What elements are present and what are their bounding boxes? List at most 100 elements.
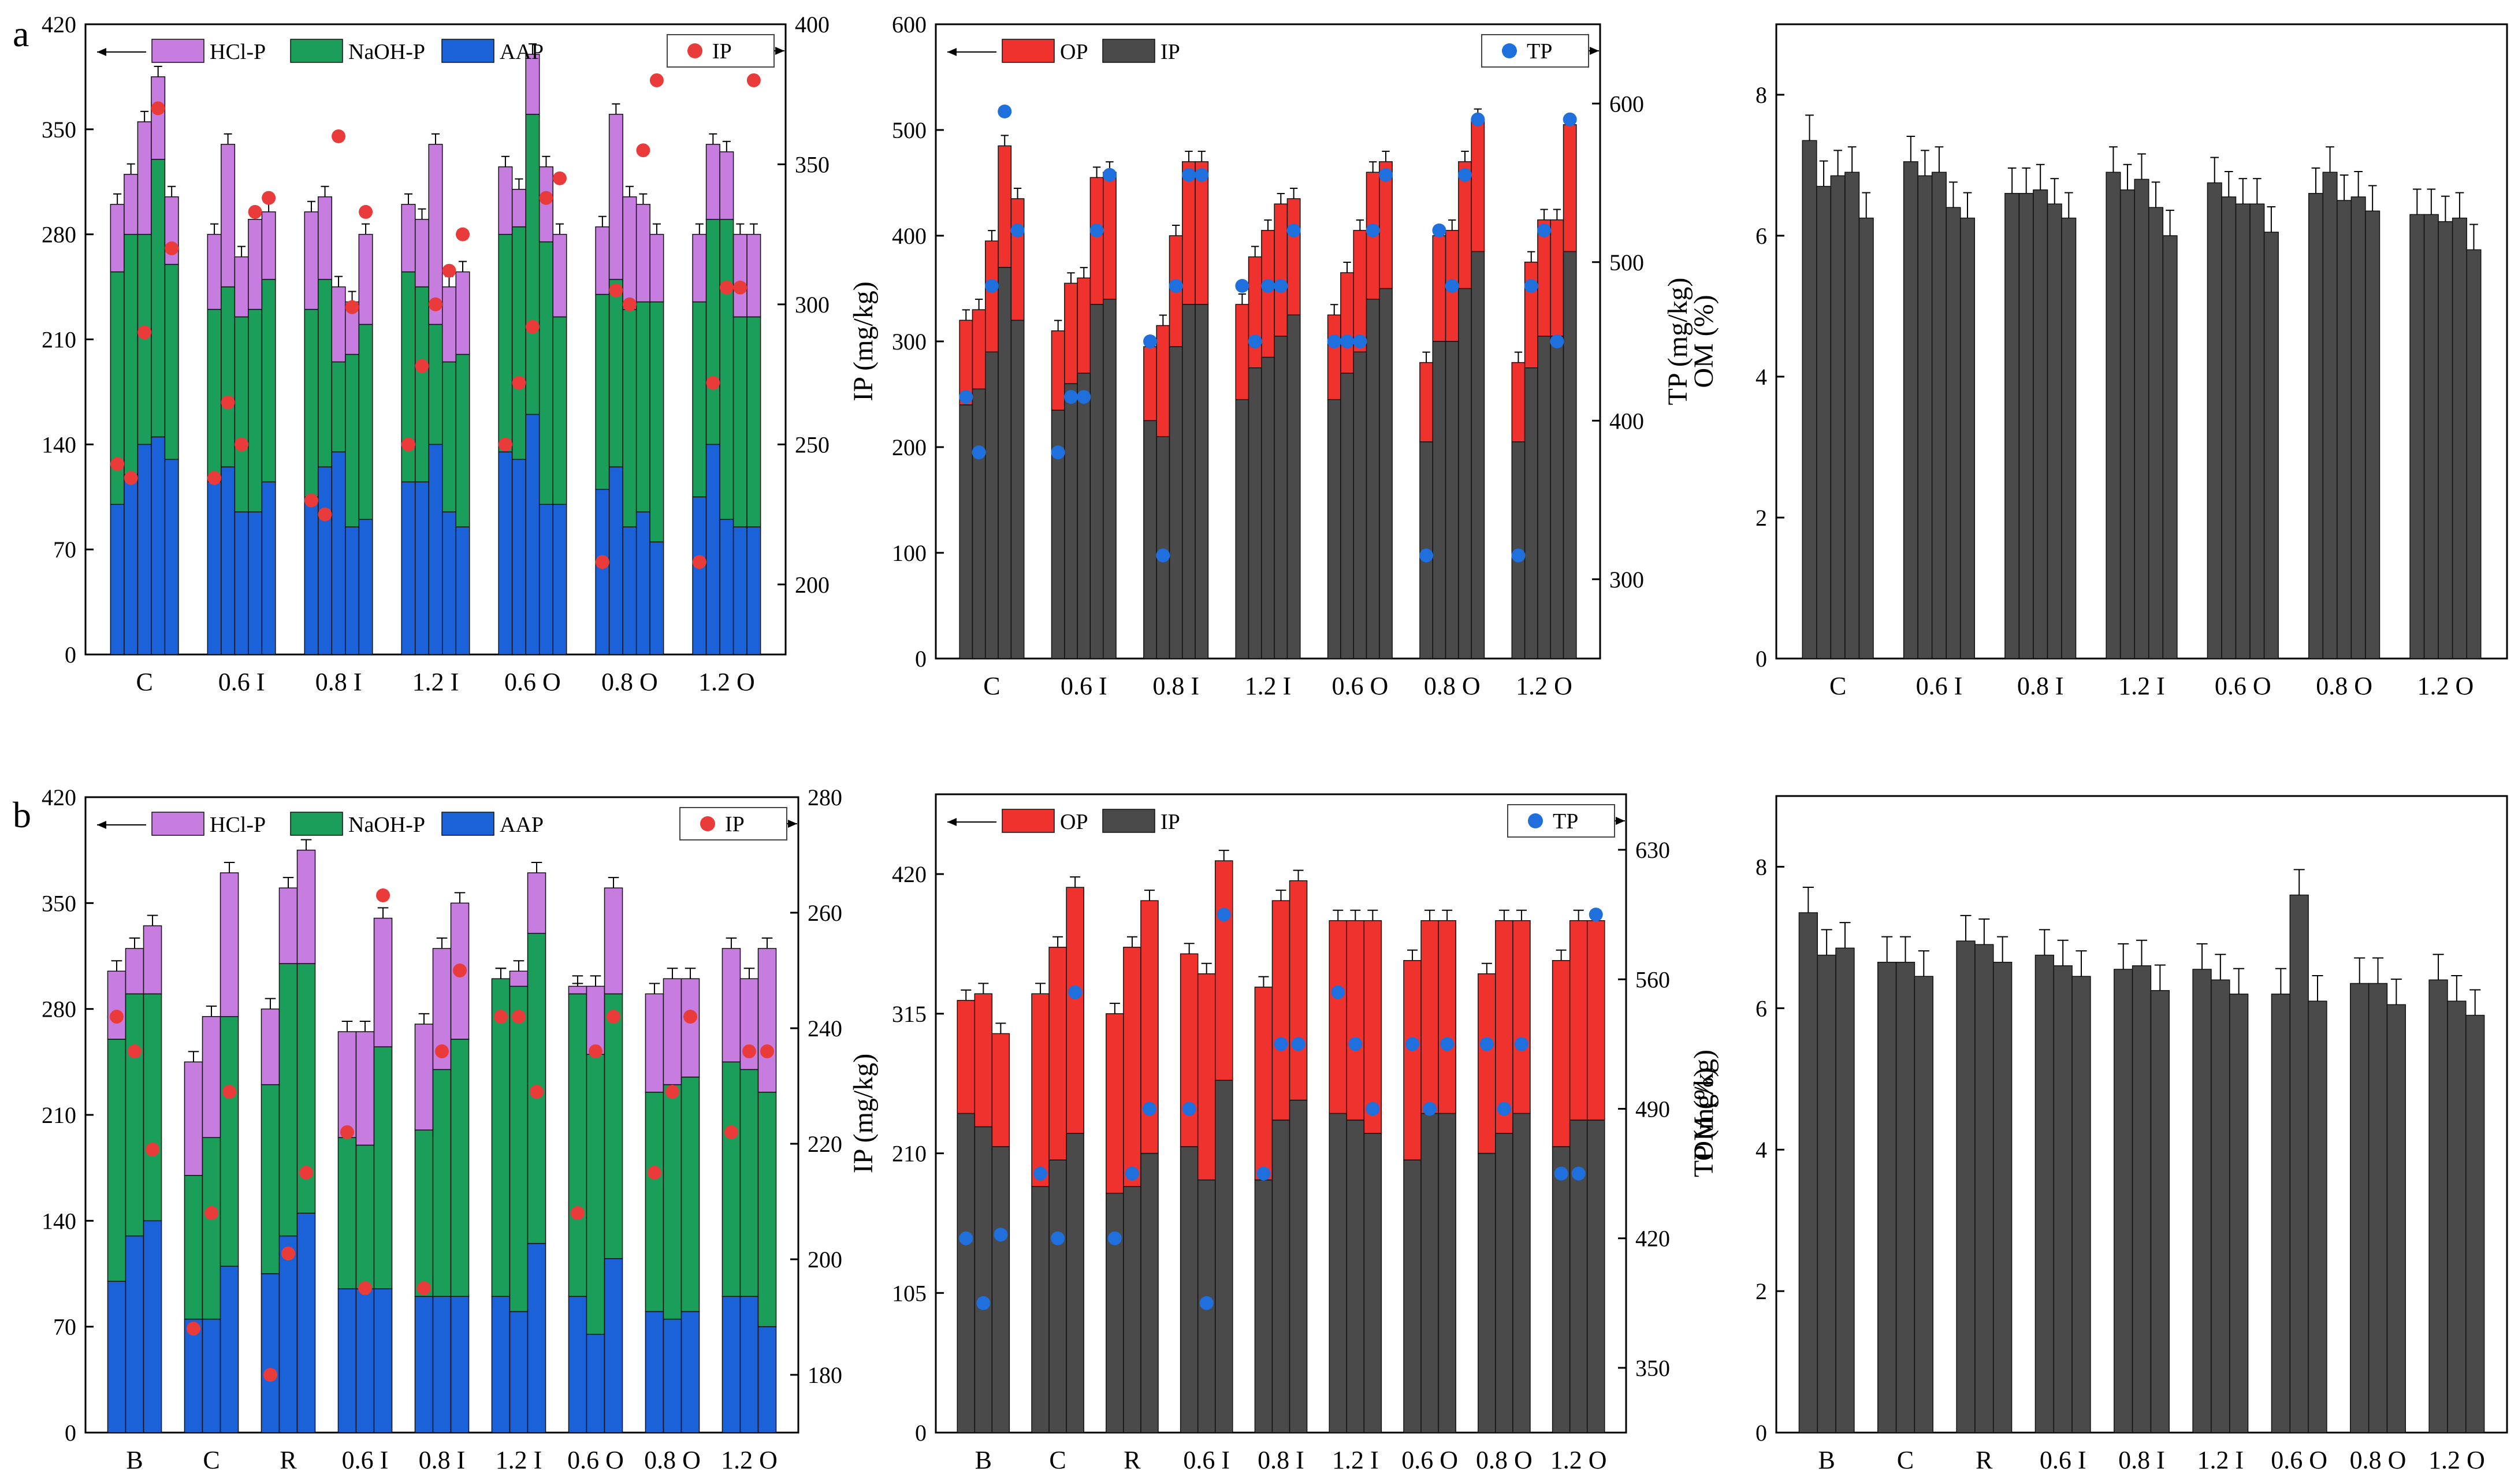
- bar-segment-aap: [110, 504, 125, 655]
- bar-segment-ip: [959, 404, 973, 659]
- bar: [2386, 1004, 2406, 1433]
- x-tick-label: C: [1049, 1446, 1066, 1474]
- bar-segment-ip: [1077, 373, 1091, 659]
- y2-tick-label: 420: [1635, 1226, 1670, 1252]
- y-tick-label: 140: [42, 432, 76, 458]
- bar-segment-naoh-p: [450, 1039, 470, 1297]
- data-point-ip: [649, 73, 664, 87]
- data-point-tp: [1537, 223, 1552, 237]
- bar: [2053, 965, 2073, 1433]
- dot-legend-arrowhead: [775, 47, 784, 55]
- bar-segment-hcl-p: [337, 1031, 357, 1139]
- bar-segment-hcl-p: [373, 917, 393, 1047]
- data-point-ip: [442, 263, 456, 278]
- bar: [2229, 994, 2249, 1433]
- bar-segment-aap: [663, 1318, 682, 1433]
- bar-segment-op: [998, 145, 1012, 268]
- x-tick-label: 1.2 I: [1332, 1446, 1379, 1474]
- bar-segment-aap: [278, 1235, 298, 1433]
- bar-segment-ip: [1458, 288, 1472, 659]
- y-tick-label: 2: [1755, 505, 1767, 531]
- bar-segment-aap: [538, 504, 553, 655]
- bar-segment-ip: [1103, 299, 1117, 659]
- bar-segment-op: [974, 993, 993, 1128]
- data-point-ip: [742, 1044, 756, 1058]
- bar: [2061, 217, 2077, 659]
- y-tick-label: 0: [915, 646, 927, 672]
- bar-segment-hcl-p: [234, 256, 249, 318]
- bar-segment-aap: [595, 489, 610, 655]
- bar-segment-ip: [1214, 1080, 1233, 1433]
- data-point-tp: [1051, 1231, 1065, 1245]
- bar-segment-op: [1586, 920, 1605, 1121]
- y-axis-title: IP (mg/kg): [848, 1054, 879, 1174]
- data-point-tp: [1423, 1102, 1437, 1116]
- bar-segment-naoh-p: [739, 1069, 759, 1297]
- y-tick-label: 140: [42, 1208, 76, 1234]
- data-point-ip: [165, 241, 179, 255]
- legend-label: OP: [1060, 810, 1088, 834]
- legend-swatch: [441, 39, 494, 63]
- bar-segment-op: [1403, 960, 1422, 1161]
- legend-left-arrowhead: [947, 818, 957, 826]
- data-point-ip: [248, 204, 262, 219]
- bar-segment-aap: [604, 1258, 623, 1433]
- bar: [2114, 969, 2133, 1433]
- data-point-tp: [1524, 278, 1538, 293]
- bar-segment-op: [1180, 953, 1199, 1147]
- bar-segment-naoh-p: [221, 286, 236, 468]
- bar-segment-aap: [304, 496, 319, 655]
- x-tick-label: 0.8 O: [644, 1446, 701, 1474]
- data-point-tp: [1063, 390, 1078, 404]
- bar-segment-op: [1031, 993, 1050, 1187]
- bar-segment-hcl-p: [304, 211, 319, 310]
- bar-segment-hcl-p: [692, 233, 707, 303]
- bar-segment-hcl-p: [248, 218, 263, 310]
- bar-segment-naoh-p: [373, 1046, 393, 1289]
- data-point-tp: [1571, 1166, 1586, 1181]
- data-point-tp: [1458, 168, 1472, 182]
- data-point-tp: [959, 390, 973, 404]
- bar: [1830, 175, 1846, 659]
- bar: [1992, 961, 2013, 1433]
- bar-segment-ip: [1235, 399, 1249, 659]
- data-point-ip: [416, 1281, 431, 1295]
- bar-segment-hcl-p: [595, 226, 610, 295]
- bar-segment-hcl-p: [125, 948, 144, 995]
- bar-segment-op: [1010, 198, 1025, 321]
- bar: [2221, 196, 2237, 659]
- y-tick-label: 420: [42, 784, 76, 810]
- data-point-ip: [359, 204, 373, 219]
- bar-segment-ip: [1495, 1133, 1513, 1433]
- data-point-tp: [1010, 223, 1025, 237]
- bar-segment-aap: [509, 1311, 529, 1433]
- bar-segment-aap: [608, 466, 623, 655]
- x-tick-label: 1.2 O: [2417, 672, 2474, 700]
- bar: [2438, 221, 2453, 659]
- bar-segment-naoh-p: [184, 1175, 203, 1320]
- y-tick-label: 0: [915, 1420, 927, 1446]
- y-tick-label: 280: [42, 222, 76, 248]
- row-label-b: b: [13, 794, 31, 835]
- bar-segment-ip: [974, 1126, 993, 1433]
- data-point-tp: [1291, 1037, 1306, 1051]
- y-tick-label: 8: [1755, 854, 1767, 880]
- bar-segment-ip: [1140, 1152, 1159, 1433]
- data-point-ip: [304, 493, 319, 508]
- bar-segment-ip: [1552, 1146, 1571, 1433]
- data-point-tp: [1479, 1037, 1494, 1051]
- bar-segment-op: [1235, 304, 1249, 400]
- data-point-tp: [1353, 334, 1367, 348]
- bar: [2368, 983, 2388, 1433]
- x-tick-label: 1.2 O: [1516, 672, 1572, 700]
- y-tick-label: 600: [892, 12, 927, 38]
- bar-segment-naoh-p: [124, 233, 139, 475]
- bar-segment-op: [1197, 973, 1216, 1181]
- bar-segment-naoh-p: [331, 361, 346, 453]
- data-point-tp: [1181, 168, 1196, 182]
- data-point-tp: [1331, 985, 1345, 999]
- bar-segment-hcl-p: [757, 948, 777, 1093]
- y2-tick-label: 300: [795, 292, 830, 318]
- legend-label: HCl-P: [210, 40, 266, 64]
- bar-segment-naoh-p: [604, 993, 623, 1259]
